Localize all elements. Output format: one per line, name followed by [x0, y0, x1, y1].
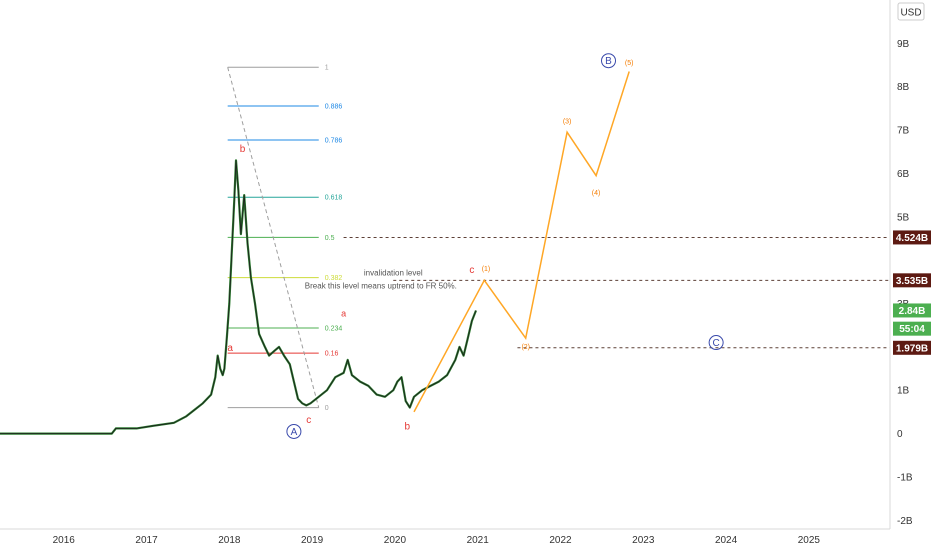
price-badge-label: 3.535B: [896, 276, 928, 287]
fib-level-label: 0.786: [325, 138, 343, 145]
x-tick-label: 2018: [218, 535, 241, 546]
fib-level-label: 0.886: [325, 104, 343, 111]
price-badge-label: 2.84B: [899, 306, 926, 317]
fib-level-label: 0: [325, 405, 329, 412]
fib-level-label: 0.382: [325, 275, 343, 282]
price-badge-label: 55:04: [899, 324, 925, 335]
currency-button[interactable]: [897, 2, 925, 21]
price-series: [0, 159, 478, 435]
wave-label: (3): [563, 119, 572, 126]
x-tick-label: 2019: [301, 535, 324, 546]
price-badge: [893, 340, 931, 355]
wave-label: c: [469, 265, 474, 276]
wave-circle: [708, 335, 724, 351]
y-tick-label: 5B: [897, 212, 910, 223]
fib-level-label: 1: [325, 65, 329, 72]
wave-label: (2): [521, 344, 530, 351]
currency-label: USD: [900, 8, 921, 19]
fib-retracement[interactable]: 1 0.886 0.786 0.618 0.5 0.382 0.234 0.16 0: [227, 65, 343, 412]
x-tick-label: 2017: [135, 535, 158, 546]
wave-label: (1): [482, 266, 491, 273]
fib-level-label: 0.234: [325, 325, 343, 332]
x-tick-label: 2022: [549, 535, 572, 546]
price-line-core: [0, 160, 477, 434]
x-tick-label: 2025: [798, 535, 821, 546]
projection-line[interactable]: [413, 71, 630, 413]
price-badge: [893, 303, 931, 318]
y-tick-label: 8B: [897, 82, 910, 93]
wave-label: b: [405, 421, 411, 432]
wave-label: (5): [625, 60, 634, 67]
time-axis[interactable]: 2016 2017 2018 2019 2020 2021 2022 2023 2024 2025: [0, 528, 890, 546]
fib-level-label: 0.16: [325, 351, 339, 358]
price-badge: [893, 273, 931, 288]
y-tick-label: -1B: [897, 472, 913, 483]
y-tick-label: -2B: [897, 516, 913, 527]
x-tick-label: 2023: [632, 535, 655, 546]
fib-level-label: 0.5: [325, 235, 335, 242]
y-tick-label: 7B: [897, 126, 910, 137]
annotations: invalidation level Break this level means…: [305, 268, 457, 290]
wave-circle-label: B: [605, 56, 612, 67]
horizontal-levels[interactable]: [343, 236, 890, 349]
fib-level-label: 0.618: [325, 195, 343, 202]
y-tick-label: 6B: [897, 169, 910, 180]
wave-circle: [286, 423, 302, 439]
wave-labels: b a c a b c (1) (2) (3) (4) (5) A B C: [227, 53, 724, 439]
x-tick-label: 2016: [53, 535, 76, 546]
price-axis-badges: 4.524B 3.535B 1.979B 2.84B 55:04: [893, 230, 931, 355]
x-tick-label: 2021: [467, 535, 490, 546]
wave-label: a: [341, 309, 346, 319]
y-tick-label: 0: [897, 429, 903, 440]
wave-label: a: [227, 343, 233, 354]
wave-circle: [601, 53, 617, 69]
price-badge-label: 4.524B: [896, 233, 928, 244]
time-axis-ticks: 2016 2017 2018 2019 2020 2021 2022 2023 2024 2025: [53, 535, 821, 546]
x-tick-label: 2024: [715, 535, 738, 546]
price-badge-label: 1.979B: [896, 343, 928, 354]
wave-circle-label: C: [713, 338, 720, 349]
fib-trend-line: [227, 67, 320, 408]
price-badge: [893, 321, 931, 336]
plot-background: [0, 0, 890, 529]
wave-projection[interactable]: [413, 71, 630, 413]
wave-label: b: [240, 144, 246, 155]
wave-label: c: [306, 415, 311, 426]
y-tick-label: 1B: [897, 386, 910, 397]
x-tick-label: 2020: [384, 535, 407, 546]
y-tick-label: 9B: [897, 39, 910, 50]
wave-circle-label: A: [291, 427, 298, 438]
annotation-text: invalidation level: [364, 268, 423, 277]
price-badge: [893, 230, 931, 245]
wave-label: (4): [592, 190, 601, 197]
annotation-text: Break this level means uptrend to FR 50%…: [305, 281, 457, 290]
price-axis[interactable]: 9B8B7B6B5B3B1B0-1B-2B 4.524B3.535B1.979B…: [889, 0, 931, 529]
